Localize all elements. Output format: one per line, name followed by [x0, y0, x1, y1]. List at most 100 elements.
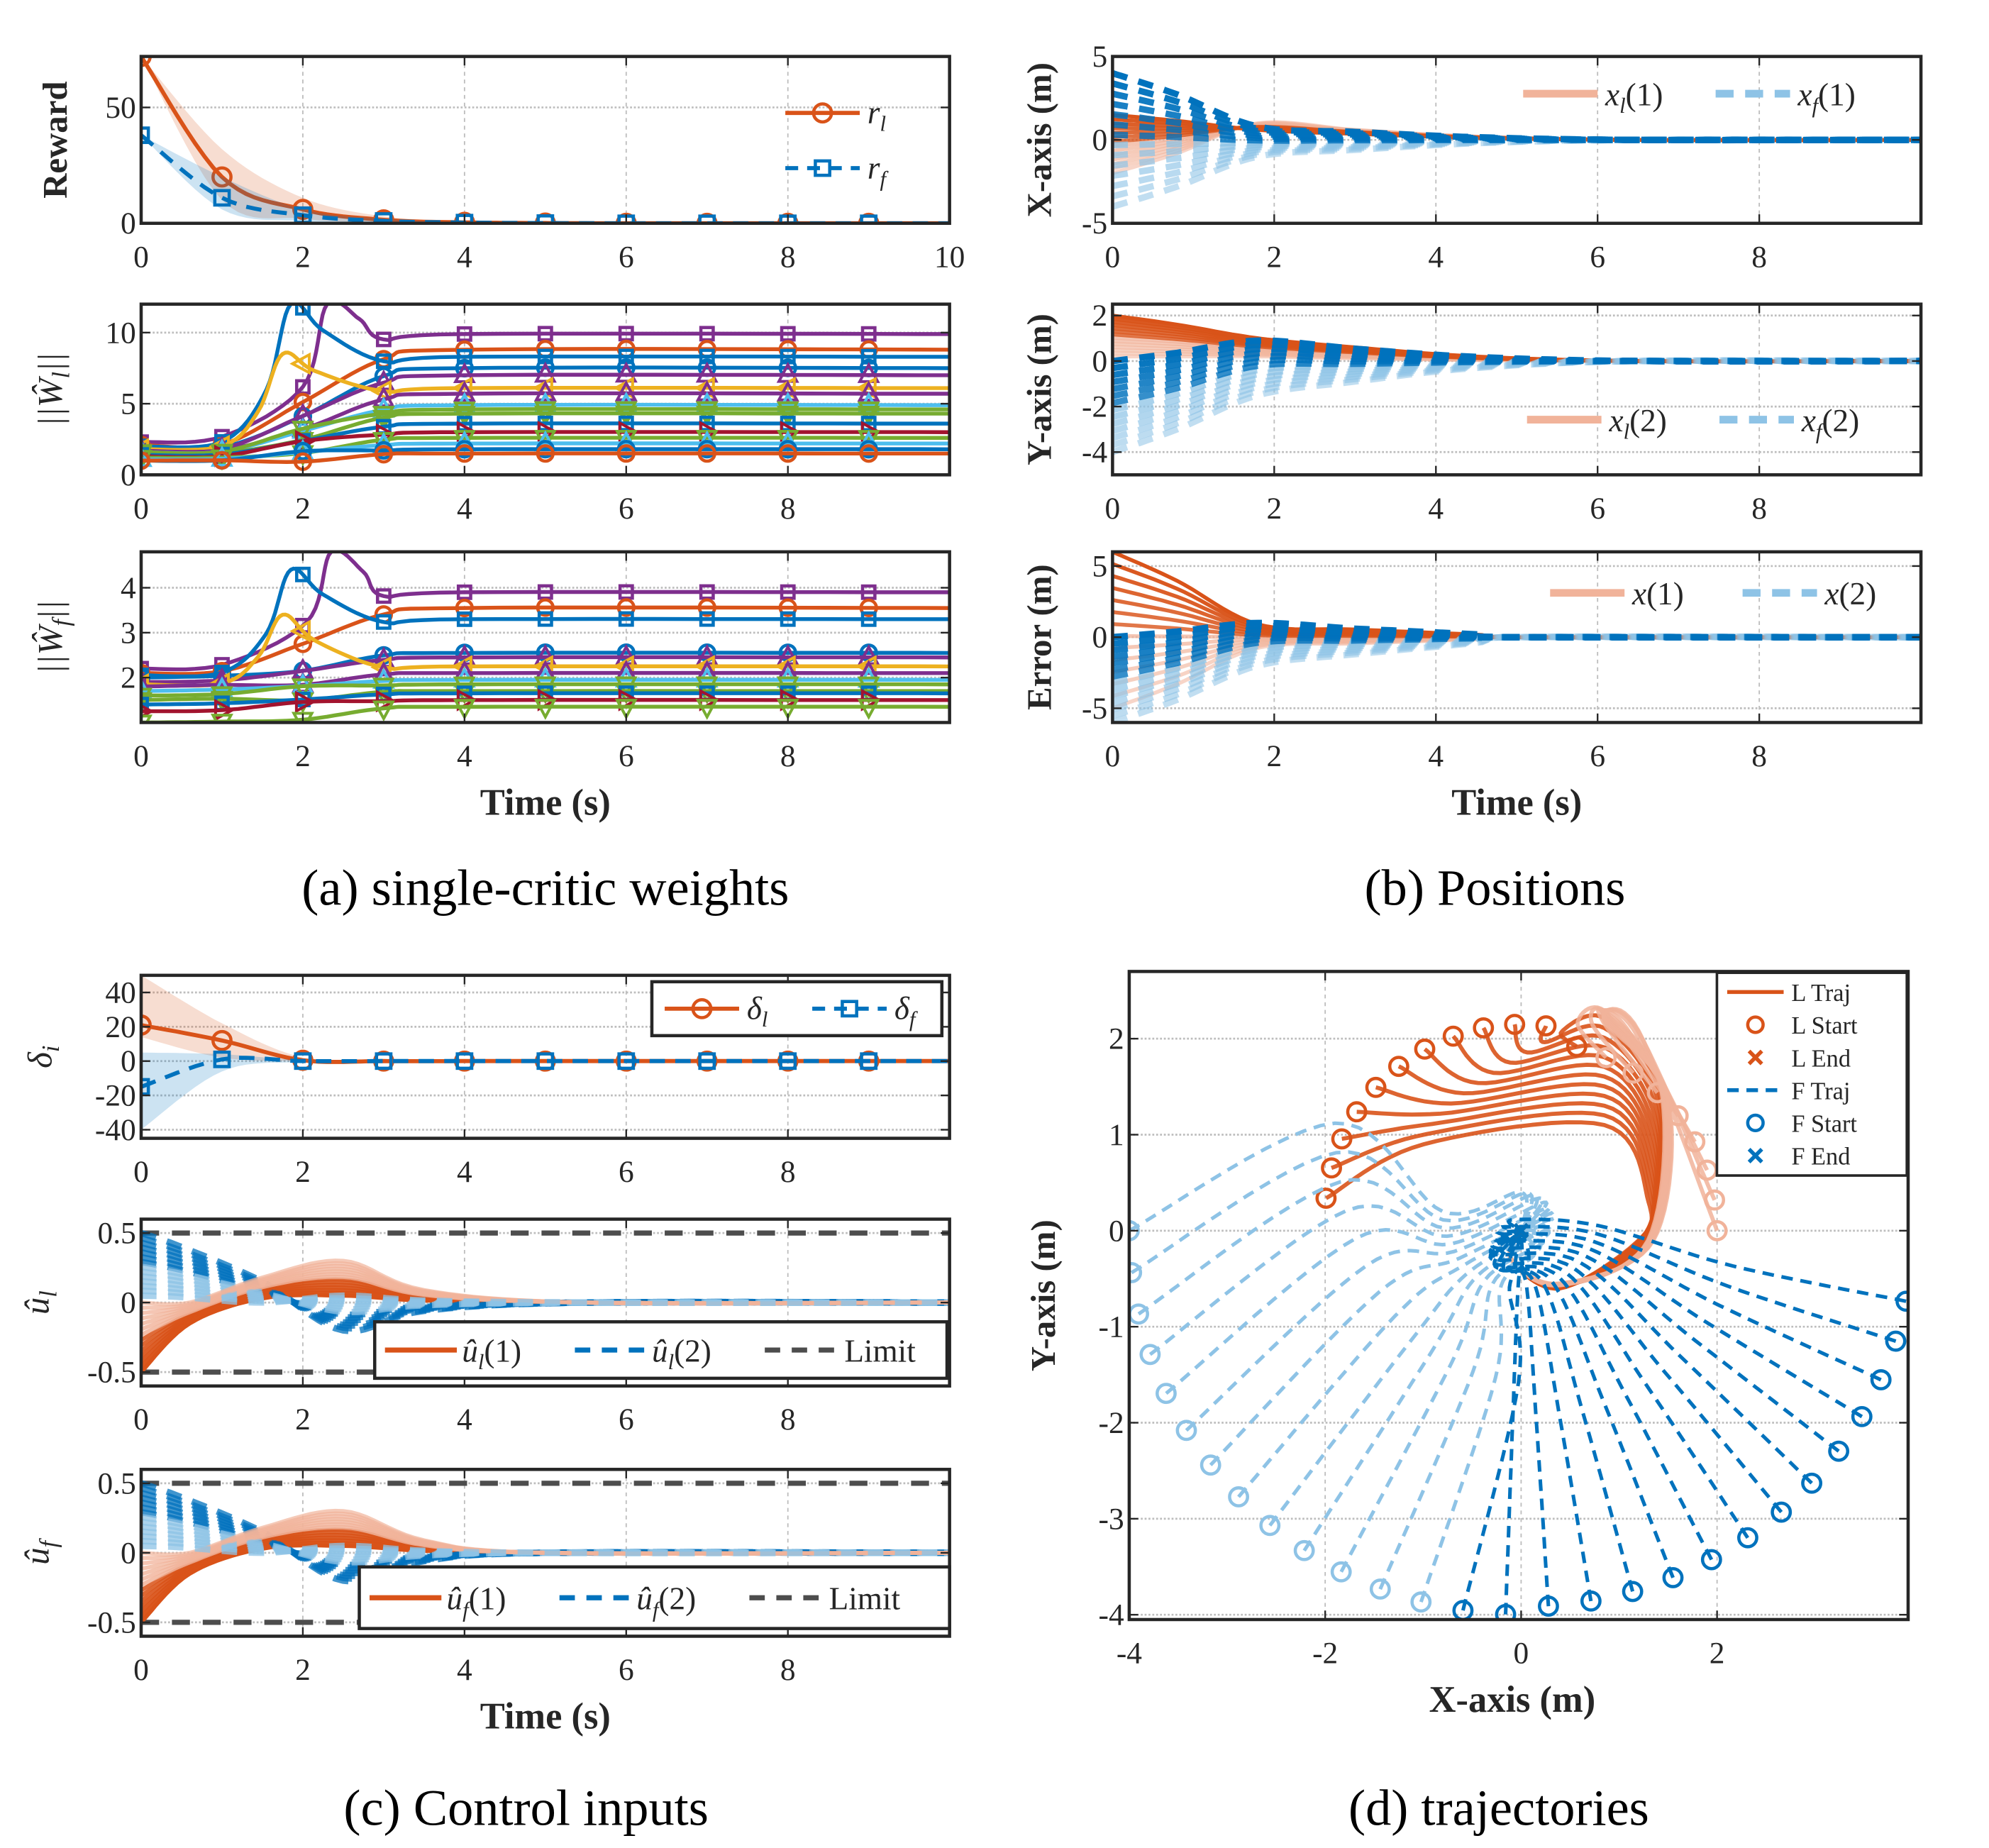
follower-start-marker	[1662, 1566, 1684, 1588]
data-point-0	[211, 1029, 233, 1051]
x-tick-label: 4	[1428, 240, 1444, 274]
follower-trajectory	[1488, 1229, 1783, 1514]
weight-marker	[618, 584, 634, 600]
y-tick-label: 5	[1092, 40, 1107, 74]
x-tick-label: 4	[457, 1155, 472, 1189]
weight-marker	[294, 690, 316, 714]
legend-label: rl	[868, 95, 886, 136]
legend-marker	[1746, 1113, 1765, 1132]
err-plot-area	[1112, 551, 1922, 723]
input-2-line	[140, 1268, 950, 1313]
legend-marker	[1747, 1148, 1763, 1163]
follower-start-marker	[1139, 1344, 1161, 1366]
legend-label-main: x	[1605, 77, 1619, 112]
follower-y-line	[1112, 358, 1922, 421]
y-tick-label: 0	[121, 1286, 136, 1320]
legend-label-main: û	[462, 1333, 478, 1368]
x-tick-label: 4	[457, 1653, 472, 1687]
follower-start-marker	[1870, 1369, 1892, 1390]
x-tick-label: 4	[457, 739, 472, 773]
legend-label: xl(2)	[1608, 403, 1666, 444]
follower-y-line	[1112, 357, 1922, 434]
weight-line	[140, 655, 950, 685]
x-tick-label: 8	[1751, 739, 1767, 773]
legend-label-main: x	[1631, 576, 1646, 612]
weight-marker	[210, 714, 233, 723]
x-tick-label: 8	[780, 240, 796, 274]
x-tick-label: 4	[457, 240, 472, 274]
x-tick-label: 0	[1105, 492, 1121, 526]
leader-start-marker	[1387, 1056, 1409, 1078]
ypos-ylabel: Y-axis (m)	[1020, 314, 1059, 465]
weight-marker	[453, 380, 476, 402]
weight-marker	[455, 598, 474, 618]
weight-marker	[140, 697, 149, 713]
err-ylabel: Error (m)	[1020, 564, 1059, 710]
weight-marker	[453, 699, 476, 720]
legend-label-main: x	[1608, 403, 1623, 438]
ylabel-sub: f	[48, 616, 75, 626]
ylabel-sub: i	[38, 1046, 65, 1053]
uf-xlabel: Time (s)	[480, 1696, 611, 1737]
weight-marker	[616, 444, 636, 463]
weight-marker	[780, 326, 796, 342]
weight-marker	[210, 446, 233, 467]
reward-ylabel: Reward	[35, 81, 74, 198]
err-legend: x(1) x(2)	[1550, 576, 1876, 612]
data-point-1	[779, 1052, 797, 1070]
legend-marker	[1747, 1049, 1763, 1066]
ypos-legend: xl(2) xf(2)	[1527, 403, 1859, 444]
legend-marker	[811, 102, 833, 124]
weight-marker	[537, 584, 553, 600]
leader-start-marker	[1706, 1219, 1728, 1241]
weight-line	[140, 350, 950, 452]
legend-label-sub: f	[880, 167, 889, 191]
legend-box	[372, 1320, 949, 1381]
x-tick-label: 2	[1710, 1636, 1725, 1670]
weight-marker	[140, 673, 153, 695]
legend-label: xf(1)	[1797, 77, 1855, 118]
x-tick-label: 0	[133, 1653, 149, 1687]
weight-marker	[695, 380, 719, 402]
x-tick-label: 8	[780, 739, 796, 773]
x-tick-label: 0	[133, 1402, 149, 1437]
y-tick-label: 0	[121, 206, 136, 240]
data-point-1	[860, 1052, 878, 1070]
follower-start-marker	[1538, 1595, 1559, 1617]
ul-plot-area	[140, 1229, 950, 1375]
legend-label-arg: (1)	[1818, 77, 1856, 112]
error-x2-line	[1112, 619, 1922, 641]
x-tick-label: 6	[619, 739, 634, 773]
x-tick-label: 10	[934, 240, 965, 274]
input-2-line	[140, 1254, 950, 1321]
legend-marker	[1746, 1015, 1765, 1034]
caption-c: (c) Control inputs	[343, 1779, 709, 1836]
caption-b: (b) Positions	[1365, 859, 1626, 916]
follower-start-marker	[1801, 1472, 1823, 1494]
x-tick-label: 6	[1590, 492, 1605, 526]
legend-label: rf	[868, 150, 890, 191]
data-point-1	[375, 1052, 393, 1070]
axes-frame	[1127, 970, 1910, 1622]
follower-y-line	[1112, 357, 1922, 448]
x-tick-label: 8	[780, 1402, 796, 1437]
legend-label-sub: l	[1624, 420, 1630, 444]
weight-marker	[780, 611, 796, 627]
legend-label-sub: l	[762, 1007, 768, 1031]
follower-start-marker	[1156, 1383, 1177, 1405]
ylabel-main: ||Ŵ	[31, 623, 70, 674]
x-tick-label: 2	[1266, 492, 1282, 526]
legend-label: ûf(1)	[447, 1581, 506, 1622]
weight-marker	[695, 699, 719, 720]
x-tick-label: 4	[457, 492, 472, 526]
weight-marker	[533, 699, 557, 720]
axes-frame	[139, 1468, 951, 1638]
follower-trajectory	[1492, 1229, 1863, 1419]
ylabel-end: ||	[31, 600, 70, 619]
follower-start-marker	[1369, 1578, 1391, 1600]
f-band	[140, 1052, 950, 1130]
leader-start-marker	[1504, 1014, 1526, 1035]
weight-marker	[456, 326, 472, 342]
follower-trajectory	[1148, 1196, 1545, 1356]
